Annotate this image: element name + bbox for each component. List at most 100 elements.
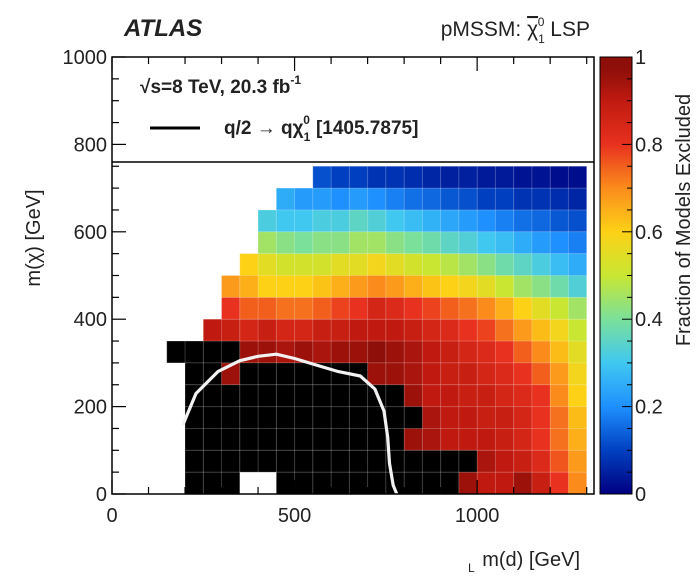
- heatmap-cell: [404, 297, 423, 320]
- heatmap-cell: [367, 428, 386, 451]
- heatmap-cell: [513, 428, 532, 451]
- heatmap-cell: [367, 231, 386, 254]
- colorbar: [599, 56, 633, 495]
- heatmap-cell: [367, 275, 386, 298]
- heatmap-cell: [331, 231, 350, 254]
- heatmap-cell: [568, 472, 587, 494]
- heatmap-cell: [276, 297, 295, 320]
- heatmap-cell: [294, 428, 313, 451]
- heatmap-cell: [258, 275, 277, 298]
- heatmap-cell: [221, 406, 240, 429]
- heatmap-cell: [349, 188, 368, 210]
- heatmap-cell: [203, 406, 222, 429]
- heatmap-cell: [531, 275, 551, 298]
- heatmap-cell: [440, 319, 459, 342]
- heatmap-cell: [331, 209, 350, 232]
- heatmap-cell: [477, 297, 496, 320]
- heatmap-cell: [331, 428, 350, 451]
- heatmap-cell: [477, 253, 496, 276]
- model-particle: χ: [527, 18, 538, 41]
- heatmap-cell: [458, 166, 478, 189]
- heatmap-cell: [239, 428, 259, 451]
- heatmap-cell: [185, 450, 204, 473]
- heatmap-cell: [276, 472, 295, 494]
- heatmap-cell: [513, 319, 532, 342]
- y-tick-label: 800: [74, 134, 107, 156]
- heatmap-cell: [440, 188, 459, 210]
- x-tick-label: 1000: [455, 505, 500, 527]
- heatmap-cell: [404, 472, 423, 494]
- heatmap-cell: [258, 297, 277, 320]
- heatmap-cell: [422, 362, 441, 385]
- heatmap-cell: [367, 253, 386, 276]
- heatmap-cell: [422, 384, 441, 407]
- heatmap-cell: [531, 406, 551, 429]
- heatmap-cell: [531, 253, 551, 276]
- heatmap-cell: [404, 209, 423, 232]
- heatmap-cell: [495, 406, 514, 429]
- heatmap-cell: [550, 384, 569, 407]
- heatmap-cell: [276, 428, 295, 451]
- heatmap-cell: [495, 341, 514, 363]
- heatmap-cell: [239, 362, 259, 385]
- heatmap-cell: [458, 231, 478, 254]
- y-axis-label-text: m(χ) [GeV]: [23, 189, 45, 286]
- heatmap-cell: [166, 341, 186, 363]
- heatmap-cell: [513, 472, 532, 494]
- heatmap-cell: [294, 319, 313, 342]
- heatmap-cell: [531, 319, 551, 342]
- x-tick-label: 0: [106, 505, 117, 527]
- heatmap-cell: [440, 406, 459, 429]
- x-axis-label-text: m(d) [GeV]: [482, 549, 580, 571]
- heatmap-cell: [294, 384, 313, 407]
- heatmap-cell: [239, 275, 259, 298]
- heatmap-cell: [385, 406, 405, 429]
- heatmap-cell: [568, 209, 587, 232]
- heatmap-cell: [458, 450, 478, 473]
- heatmap-cell: [513, 253, 532, 276]
- heatmap-cell: [312, 319, 332, 342]
- heatmap-cell: [404, 253, 423, 276]
- heatmap-cell: [221, 384, 240, 407]
- heatmap-cell: [258, 450, 277, 473]
- colorbar-tick-label: 0.2: [635, 397, 663, 419]
- heatmap-cell: [550, 319, 569, 342]
- heatmap-cell: [276, 362, 295, 385]
- heatmap-cell: [458, 319, 478, 342]
- heatmap-cell: [385, 188, 405, 210]
- heatmap-cell: [458, 188, 478, 210]
- heatmap-cell: [221, 275, 240, 298]
- heatmap-cell: [258, 362, 277, 385]
- heatmap-cell: [239, 319, 259, 342]
- heatmap-cell: [568, 253, 587, 276]
- heatmap-cell: [495, 362, 514, 385]
- heatmap-cell: [385, 209, 405, 232]
- heatmap-cell: [203, 450, 222, 473]
- legend-energy-text: s=8 TeV, 20.3 fb: [150, 77, 290, 98]
- heatmap-cell: [550, 297, 569, 320]
- limit-curve: [181, 352, 399, 496]
- heatmap-cell: [349, 450, 368, 473]
- sqrt-symbol: √: [140, 77, 151, 98]
- heatmap-cell: [185, 428, 204, 451]
- heatmap-cell: [294, 188, 313, 210]
- heatmap-cell: [550, 362, 569, 385]
- heatmap-cell: [312, 406, 332, 429]
- model-sup: 0: [538, 15, 545, 29]
- heatmap-cell: [385, 166, 405, 189]
- heatmap-cell: [531, 209, 551, 232]
- heatmap-cell: [495, 188, 514, 210]
- heatmap-cell: [367, 166, 386, 189]
- heatmap-cell: [404, 188, 423, 210]
- heatmap-cell: [531, 450, 551, 473]
- heatmap-cell: [495, 450, 514, 473]
- heatmap-cell: [422, 319, 441, 342]
- heatmap-cell: [477, 231, 496, 254]
- heatmap-cell: [221, 450, 240, 473]
- heatmap-cell: [239, 450, 259, 473]
- heatmap-cell: [404, 428, 423, 451]
- heatmap-cell: [385, 253, 405, 276]
- heatmap-cell: [404, 362, 423, 385]
- heatmap-cell: [349, 384, 368, 407]
